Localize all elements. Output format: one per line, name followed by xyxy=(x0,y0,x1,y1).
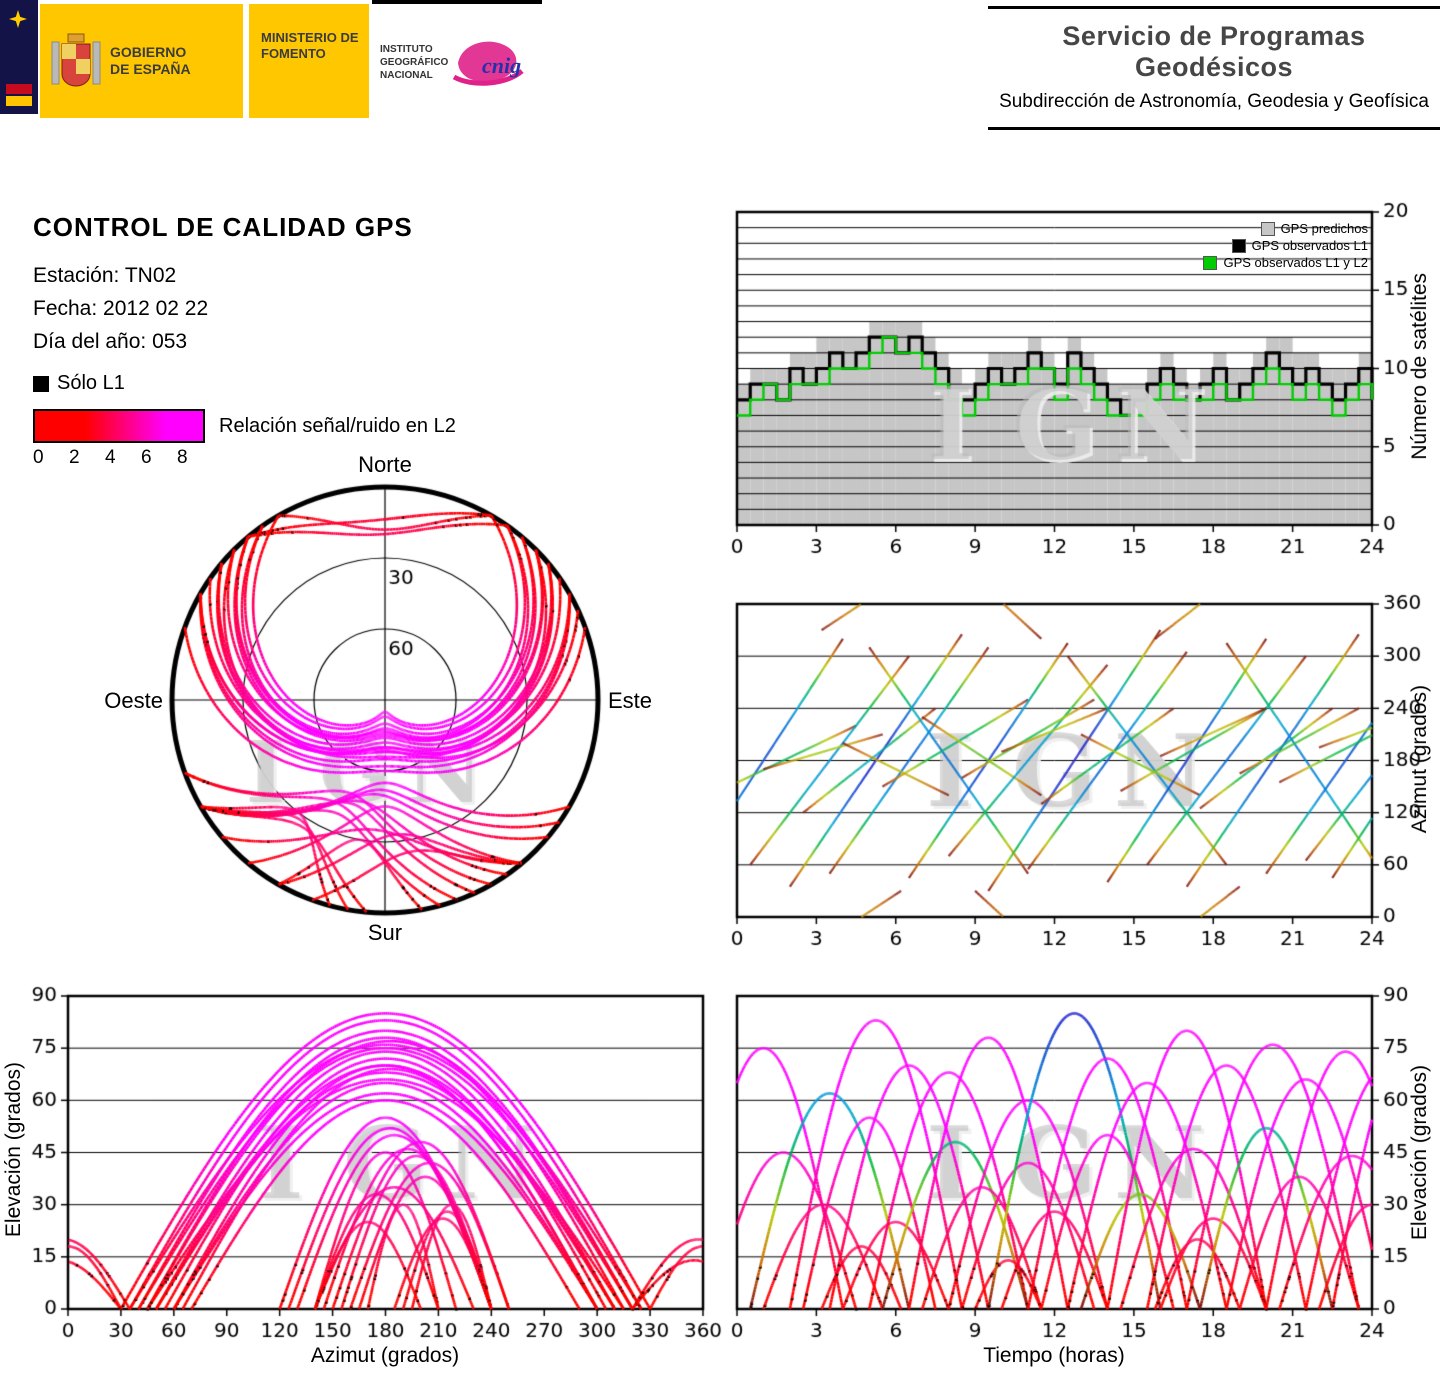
spain-eu-flag-icon xyxy=(0,0,38,114)
legend-label-observed-l1: GPS observados L1 xyxy=(1251,238,1368,253)
cnig-logo: cnig xyxy=(448,27,534,97)
ministerio-label: MINISTERIO DE FOMENTO xyxy=(261,30,359,61)
cnig-label: cnig xyxy=(482,53,522,78)
skyplot-north-label: Norte xyxy=(358,452,412,477)
snr-tick-6: 6 xyxy=(141,447,152,468)
coat-of-arms-icon xyxy=(51,33,101,87)
azimuth-time-ylabel: Azimut (grados) xyxy=(1408,685,1431,834)
satellite-count-legend: GPS predichos GPS observados L1 GPS obse… xyxy=(1130,220,1368,271)
flag-red-stripe xyxy=(6,84,32,94)
gobierno-label: GOBIERNO DE ESPAÑA xyxy=(110,44,191,77)
legend-label-predicted: GPS predichos xyxy=(1280,221,1368,236)
azimuth-time-canvas xyxy=(725,590,1425,962)
snr-tick-8: 8 xyxy=(177,447,188,468)
legend-row-predicted: GPS predichos xyxy=(1130,220,1368,237)
service-subtitle: Subdirección de Astronomía, Geodesia y G… xyxy=(999,91,1429,112)
page-title: CONTROL DE CALIDAD GPS xyxy=(33,212,413,242)
legend-row-observed-l1: GPS observados L1 xyxy=(1130,237,1368,254)
legend-swatch-observed-l1l2 xyxy=(1203,255,1218,270)
legend-swatch-predicted xyxy=(1260,221,1275,236)
star-icon xyxy=(9,10,27,28)
elevation-azimuth-ylabel: Elevación (grados) xyxy=(2,1062,25,1238)
l1-only-swatch xyxy=(33,375,49,392)
snr-legend: Sólo L1 Relación señal/ruido en L2 0 2 4… xyxy=(33,372,456,469)
skyplot-east-label: Este xyxy=(608,688,653,713)
satellite-count-ylabel: Número de satélites xyxy=(1408,273,1431,460)
legend-swatch-observed-l1 xyxy=(1231,238,1246,253)
elevation-azimuth-xlabel: Azimut (grados) xyxy=(310,1344,460,1367)
ign-logo: INSTITUTO GEOGRÁFICO NACIONAL cnig xyxy=(372,0,542,120)
legend-row-observed-l1l2: GPS observados L1 y L2 xyxy=(1130,254,1368,271)
date-label: Fecha: 2012 02 22 xyxy=(33,297,209,320)
legend-label-observed-l1l2: GPS observados L1 y L2 xyxy=(1223,255,1368,270)
elevation-azimuth-canvas xyxy=(26,982,726,1354)
snr-tick-0: 0 xyxy=(33,447,44,468)
cnig-scribble-icon xyxy=(452,41,524,86)
ministerio-logo: MINISTERIO DE FOMENTO xyxy=(249,4,369,118)
service-header: Servicio de Programas Geodésicos Subdire… xyxy=(988,6,1440,130)
report-info: CONTROL DE CALIDAD GPS Estación: TN02 Fe… xyxy=(33,212,413,358)
satellite-count-canvas xyxy=(725,198,1425,570)
snr-tick-2: 2 xyxy=(69,447,80,468)
flag-yellow-stripe xyxy=(6,96,32,106)
snr-tick-4: 4 xyxy=(105,447,116,468)
skyplot-south-label: Sur xyxy=(367,920,403,945)
elevation-time-canvas xyxy=(725,982,1425,1354)
doy-label: Día del año: 053 xyxy=(33,330,188,353)
l1-only-label: Sólo L1 xyxy=(57,372,125,394)
snr-label: Relación señal/ruido en L2 xyxy=(219,414,456,437)
service-title: Servicio de Programas Geodésicos xyxy=(1062,21,1366,82)
gobierno-logo: GOBIERNO DE ESPAÑA xyxy=(40,4,246,118)
elevation-time-xlabel: Tiempo (horas) xyxy=(983,1344,1125,1367)
snr-scale: 0 2 4 6 8 xyxy=(33,447,213,469)
skyplot-west-label: Oeste xyxy=(104,688,163,713)
instituto-label: INSTITUTO GEOGRÁFICO NACIONAL xyxy=(380,43,449,81)
snr-gradient-bar xyxy=(33,409,205,443)
station-label: Estación: TN02 xyxy=(33,264,177,287)
elevation-time-ylabel: Elevación (grados) xyxy=(1408,1065,1431,1241)
skyplot-canvas xyxy=(150,480,620,920)
